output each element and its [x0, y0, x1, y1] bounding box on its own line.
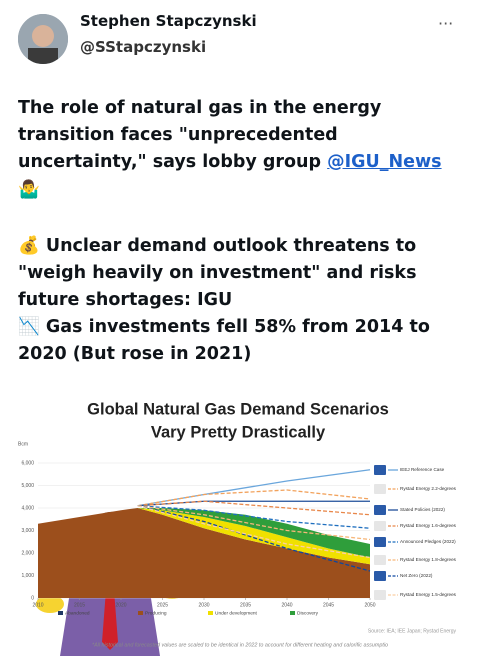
- tweet-text: 2020 (But rose in 2021): [18, 344, 252, 364]
- x-tick-label: 2040: [281, 602, 292, 608]
- legend-logo: [374, 537, 386, 547]
- legend-label: Discovery: [297, 610, 319, 616]
- tweet-line: transition faces "unprecedented: [18, 125, 338, 145]
- legend-label: Rystad Energy 1.6-degrees: [400, 523, 457, 528]
- x-tick-label: 2030: [198, 602, 209, 608]
- tweet-line: The role of natural gas in the energy: [18, 98, 381, 118]
- legend-logo: [374, 484, 386, 494]
- legend-label: Rystad Energy 2.2-degrees: [400, 486, 457, 491]
- area: [38, 508, 370, 598]
- x-tick-label: 2020: [115, 602, 126, 608]
- scenario-line: [137, 505, 371, 541]
- scenario-line: [137, 505, 371, 559]
- legend-label: Producing: [145, 610, 167, 616]
- scenario-line: [137, 505, 371, 529]
- y-tick-label: 6,000: [21, 460, 34, 466]
- legend-logo: [374, 465, 386, 475]
- y-tick-label: 1,000: [21, 573, 34, 579]
- legend-swatch: [208, 611, 213, 615]
- tweet-line: 2020 (But rose in 2021): [18, 344, 251, 364]
- tie: [102, 590, 118, 650]
- tweet-text: 💰 Unclear demand outlook threatens to: [18, 236, 417, 256]
- legend-label: Announced Pledges (2022): [400, 539, 456, 544]
- user-name[interactable]: Stephen Stapczynski: [80, 12, 257, 30]
- y-tick-label: 5,000: [21, 483, 34, 489]
- tweet-text: The role of natural gas in the energy: [18, 98, 382, 118]
- x-tick-label: 2050: [364, 602, 375, 608]
- y-axis-label: Bcm: [18, 441, 28, 447]
- legend-logo: [374, 505, 386, 515]
- tweet-line: "weigh heavily on investment" and risks: [18, 263, 416, 283]
- legend-label: Rystad Energy 1.5-degrees: [400, 592, 457, 597]
- tweet-text: future shortages: IGU: [18, 290, 233, 310]
- legend-label: Under development: [215, 610, 258, 616]
- user-handle[interactable]: @SStapczynski: [80, 38, 207, 56]
- legend-label: Rystad Energy 1.8-degrees: [400, 557, 457, 562]
- tweet-text: "weigh heavily on investment" and risks: [18, 263, 417, 283]
- tweet-line: uncertainty," says lobby group @IGU_News: [18, 152, 442, 172]
- x-tick-label: 2010: [32, 602, 43, 608]
- x-tick-label: 2035: [240, 602, 251, 608]
- tweet-text: 📉 Gas investments fell 58% from 2014 to: [18, 317, 430, 337]
- tweet-text: transition faces "unprecedented: [18, 125, 338, 145]
- mention-link[interactable]: @IGU_News: [327, 152, 442, 172]
- area: [38, 508, 370, 565]
- more-button[interactable]: ···: [438, 14, 454, 33]
- chart-subtitle: Vary Pretty Drastically: [151, 423, 326, 441]
- tweet-line: 🤷‍♂️: [18, 180, 40, 200]
- legend-swatch: [138, 611, 143, 615]
- scenario-line: [137, 505, 371, 572]
- legend-logo: [374, 555, 386, 565]
- chart-footnote: *All historical and forecasted values ar…: [92, 642, 388, 648]
- tweet-line: future shortages: IGU: [18, 290, 232, 310]
- avatar-image: [18, 14, 68, 64]
- tweet-text: 🤷‍♂️: [18, 180, 40, 200]
- chart-source: Source: IEA; IEE Japan; Rystad Energy: [368, 628, 457, 634]
- y-tick-label: 2,000: [21, 550, 34, 556]
- legend-label: IEEJ Reference Case: [400, 467, 445, 472]
- scenario-line: [137, 489, 371, 507]
- y-tick-label: 4,000: [21, 505, 34, 511]
- scenario-line: [137, 500, 371, 516]
- avatar[interactable]: [18, 14, 68, 64]
- y-tick-label: 0: [31, 595, 34, 601]
- legend-label: Stated Policies (2022): [400, 507, 445, 512]
- legend-logo: [374, 521, 386, 531]
- y-tick-label: 3,000: [21, 528, 34, 534]
- tweet-text: uncertainty," says lobby group: [18, 152, 328, 172]
- legend-swatch: [58, 611, 63, 615]
- x-tick-label: 2045: [323, 602, 334, 608]
- legend-label: Net Zero (2022): [400, 573, 433, 578]
- legend-logo: [374, 590, 386, 600]
- chart-image: Global Natural Gas Demand Scenarios Vary…: [0, 392, 480, 656]
- chart-title: Global Natural Gas Demand Scenarios: [87, 400, 389, 418]
- hand-left: [36, 595, 64, 613]
- legend-logo: [374, 571, 386, 581]
- legend-swatch: [290, 611, 295, 615]
- x-tick-label: 2015: [74, 602, 85, 608]
- x-tick-label: 2025: [157, 602, 168, 608]
- tweet-line: 💰 Unclear demand outlook threatens to: [18, 236, 416, 256]
- legend-label: Abandoned: [65, 610, 90, 616]
- tweet-line: 📉 Gas investments fell 58% from 2014 to: [18, 317, 430, 337]
